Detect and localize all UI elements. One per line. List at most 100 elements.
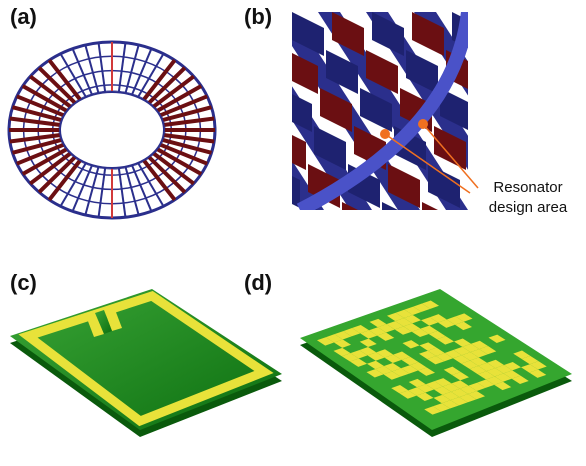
ring-spoke — [130, 48, 153, 96]
lattice-wall — [292, 53, 318, 94]
pixel-cell — [386, 321, 404, 330]
lattice-wall — [434, 126, 466, 170]
pixel-cell — [369, 318, 387, 328]
lattice-wall — [292, 176, 300, 208]
pixel-cell — [468, 390, 485, 400]
ring-spoke — [97, 42, 107, 93]
pixel-cell — [376, 349, 394, 358]
pixel-pattern — [317, 300, 547, 415]
resonator-annotation: Resonator design area — [474, 178, 582, 218]
ring-spoke — [21, 147, 68, 176]
ring-spoke — [9, 116, 61, 128]
pixel-cell — [479, 346, 497, 355]
pixel-cell — [334, 339, 351, 348]
pixel-cell — [387, 312, 404, 322]
pixel-cell — [478, 362, 496, 372]
panel-label-c: (c) — [10, 270, 37, 295]
pixel-cell — [404, 314, 421, 324]
lattice-wall — [314, 126, 346, 170]
pixel-cell — [394, 326, 412, 335]
lattice-wall — [412, 12, 444, 56]
lattice-wall — [332, 12, 364, 56]
pixel-cell — [529, 361, 547, 370]
pixel-cell — [350, 358, 367, 367]
ring-spoke — [12, 137, 63, 155]
pixel-cell — [461, 360, 479, 369]
pixel-cell — [420, 325, 438, 334]
pixel-cell — [477, 379, 495, 388]
pixel-cell — [399, 390, 417, 399]
pixel-cell — [333, 347, 351, 357]
ring-spoke — [159, 142, 208, 166]
pixel-cell — [395, 309, 413, 318]
ring-spoke — [29, 151, 72, 186]
ring-spoke — [142, 58, 177, 102]
pixel-cell — [325, 334, 343, 343]
ring-spoke — [71, 48, 94, 96]
ring-spoke — [37, 66, 77, 105]
ring-spoke — [117, 42, 127, 93]
lattice-wall — [292, 135, 306, 170]
pixel-cell — [395, 318, 413, 327]
lattice-wall — [326, 50, 358, 94]
pixel-cell — [366, 369, 384, 378]
lattice-wall — [382, 202, 398, 210]
ring-spokes — [9, 42, 215, 218]
lattice-bar — [318, 12, 468, 210]
pixel-cell — [427, 356, 445, 365]
pixel-cell — [417, 384, 434, 393]
pixel-cell — [504, 361, 521, 371]
pixel-cell — [428, 330, 446, 340]
panel-label-d: (d) — [244, 270, 273, 295]
ring-spoke — [161, 137, 212, 155]
lattice-wall — [342, 202, 358, 210]
ring-spoke — [47, 58, 82, 102]
ring-spoke — [159, 94, 208, 118]
pixel-cell — [360, 330, 378, 339]
ring-spoke — [59, 162, 87, 207]
resonator-markers — [380, 119, 479, 194]
pixel-cell — [452, 371, 469, 381]
ring-spoke — [97, 167, 107, 218]
pixel-cell — [470, 349, 488, 358]
pixel-cell — [436, 352, 453, 362]
pixel-cell — [494, 373, 512, 382]
ring-spoke — [29, 74, 72, 109]
lattice-wall — [388, 164, 420, 208]
pixel-cell — [441, 400, 459, 409]
pixel-cell — [459, 394, 477, 403]
pixel-cell — [511, 375, 529, 384]
pixel-cell — [444, 349, 462, 359]
ring-spoke — [71, 164, 94, 212]
pixel-cell — [451, 380, 469, 389]
pixel-cell — [352, 324, 369, 334]
pixel-cell — [471, 340, 488, 350]
pixel-cell — [453, 346, 471, 356]
pixel-cell — [383, 371, 401, 380]
pixel-cell — [418, 367, 435, 376]
pixel-cell — [455, 321, 472, 331]
lattice-wall — [360, 88, 392, 132]
lattice-outer-rim — [296, 12, 468, 210]
ring-spoke — [47, 158, 82, 202]
pixel-cell — [477, 371, 495, 380]
lattice-wall — [292, 12, 324, 56]
pixel-cell — [391, 385, 409, 394]
lattice-wall — [428, 164, 460, 208]
ring-spoke — [16, 94, 65, 118]
pixel-cell — [450, 397, 468, 406]
pixel-cell — [503, 370, 521, 379]
marker-dot-left — [380, 129, 390, 139]
ring-spoke — [163, 116, 215, 128]
pixel-cell — [408, 387, 426, 396]
pixel-cell — [488, 334, 506, 343]
ring-spoke — [161, 105, 212, 123]
pixel-cell — [486, 376, 503, 385]
pixel-cell — [486, 368, 504, 377]
pixel-cell — [425, 381, 443, 390]
ring-spoke — [147, 155, 187, 194]
pixel-cell — [462, 343, 480, 353]
pixel-cell — [455, 313, 473, 322]
ring-spoke — [163, 132, 215, 144]
lattice-wall — [422, 202, 438, 210]
